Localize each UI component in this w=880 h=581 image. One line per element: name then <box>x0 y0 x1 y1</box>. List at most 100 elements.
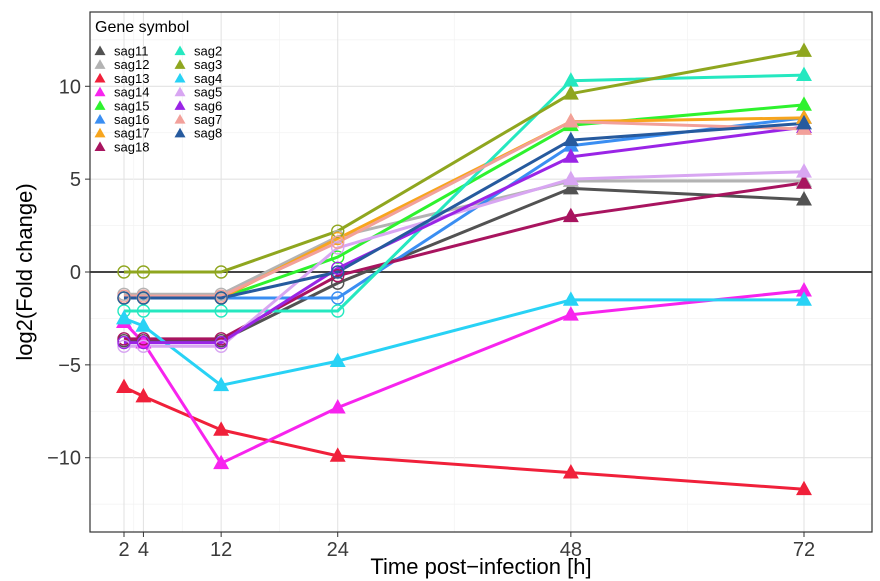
x-axis-title: Time post−infection [h] <box>370 554 591 579</box>
marker-sag4-4h <box>135 317 152 332</box>
marker-sag18-12h <box>214 332 228 346</box>
marker-sag8-4h <box>136 291 151 305</box>
series-line-sag18 <box>124 181 805 341</box>
marker-sag6-12h <box>214 335 228 350</box>
series-line-sag13 <box>123 385 805 491</box>
marker-sag3-24h <box>331 224 345 238</box>
marker-sag8-2h <box>117 291 131 305</box>
marker-sag5-72h <box>796 163 812 178</box>
marker-sag16-24h <box>331 291 345 305</box>
series-line-sag2 <box>124 73 805 313</box>
legend-swatch-sag16 <box>94 114 106 124</box>
marker-sag5-12h <box>214 339 228 353</box>
marker-sag8-12h <box>214 291 228 305</box>
legend-swatch-sag5 <box>174 86 186 97</box>
series-line-sag12 <box>124 179 804 296</box>
legend: Gene symbol sag11sag12sag13sag14sag15sag… <box>94 19 222 154</box>
legend-label-sag4: sag4 <box>194 71 222 86</box>
marker-sag13-4h <box>135 387 152 403</box>
marker-sag13-72h <box>796 480 812 496</box>
marker-sag4-48h <box>562 291 579 306</box>
legend-label-sag17: sag17 <box>114 126 149 141</box>
marker-sag14-24h <box>329 399 346 414</box>
marker-sag13-48h <box>562 464 579 479</box>
legend-label-sag15: sag15 <box>114 98 149 113</box>
marker-sag14-12h <box>213 454 230 470</box>
legend-swatch-sag7 <box>174 114 186 124</box>
marker-sag5-2h <box>117 339 131 353</box>
legend-label-sag13: sag13 <box>114 71 149 86</box>
x-tick-label: 24 <box>327 539 349 561</box>
series-line-sag8 <box>124 121 805 300</box>
marker-sag3-48h <box>562 85 579 100</box>
marker-sag14-48h <box>562 306 579 321</box>
marker-sag7-24h <box>331 235 345 249</box>
marker-sag11-24h <box>331 276 345 290</box>
marker-sag3-12h <box>214 265 228 279</box>
legend-swatch-sag12 <box>94 59 106 69</box>
legend-swatch-sag14 <box>94 86 106 97</box>
marker-sag2-12h <box>214 304 228 318</box>
series-lines <box>122 49 805 491</box>
legend-swatch-sag15 <box>94 100 106 110</box>
legend-label-sag3: sag3 <box>194 57 222 72</box>
series-line-sag3 <box>124 49 805 274</box>
marker-sag13-12h <box>213 421 230 436</box>
marker-sag3-72h <box>796 42 812 57</box>
legend-swatch-sag18 <box>94 141 106 152</box>
legend-label-sag12: sag12 <box>114 57 149 72</box>
y-axis-ticks: −10 −5 0 5 10 <box>47 76 90 470</box>
marker-sag18-72h <box>796 174 812 189</box>
marker-sag6-48h <box>562 148 579 163</box>
y-tick-label: 10 <box>59 76 81 98</box>
marker-sag18-4h <box>136 332 151 346</box>
legend-swatch-sag3 <box>174 59 186 69</box>
legend-title: Gene symbol <box>95 19 189 36</box>
legend-label-sag8: sag8 <box>194 126 222 141</box>
marker-sag17-24h <box>331 231 345 246</box>
marker-sag18-48h <box>562 207 579 223</box>
marker-sag3-2h <box>117 265 131 279</box>
legend-label-sag11: sag11 <box>114 44 148 59</box>
y-tick-label: −10 <box>47 448 81 470</box>
marker-sag2-4h <box>136 304 151 318</box>
marker-sag8-48h <box>562 131 579 147</box>
marker-sag8-72h <box>796 114 812 130</box>
legend-label-sag2: sag2 <box>194 44 222 59</box>
marker-sag7-48h <box>562 113 579 128</box>
legend-swatch-sag13 <box>94 72 106 83</box>
marker-sag3-4h <box>136 265 151 279</box>
marker-sag6-2h <box>117 335 131 350</box>
marker-sag6-4h <box>136 335 151 350</box>
series-line-sag14 <box>122 289 805 465</box>
legend-label-sag14: sag14 <box>114 85 149 100</box>
series-markers <box>116 42 812 496</box>
marker-sag5-24h <box>331 241 345 255</box>
marker-sag2-24h <box>331 304 345 318</box>
marker-sag18-2h <box>117 332 131 346</box>
marker-sag13-2h <box>116 378 132 394</box>
marker-sag15-72h <box>796 96 812 111</box>
marker-sag11-72h <box>796 191 812 206</box>
x-tick-label: 4 <box>138 539 149 561</box>
series-line-sag7 <box>124 120 805 298</box>
x-tick-label: 12 <box>210 539 232 561</box>
marker-sag4-12h <box>213 376 230 392</box>
x-tick-label: 2 <box>118 539 129 561</box>
marker-sag13-24h <box>329 447 346 462</box>
legend-label-sag16: sag16 <box>114 112 149 127</box>
x-tick-label: 72 <box>793 539 815 561</box>
legend-label-sag5: sag5 <box>194 85 222 100</box>
marker-sag4-72h <box>796 291 812 306</box>
marker-sag6-24h <box>331 261 345 275</box>
y-axis-title: log2(Fold change) <box>12 183 37 360</box>
marker-sag11-48h <box>562 179 579 195</box>
legend-label-sag18: sag18 <box>114 139 149 154</box>
legend-label-sag6: sag6 <box>194 98 222 113</box>
y-tick-label: −5 <box>58 355 81 377</box>
marker-sag5-4h <box>136 339 151 353</box>
legend-swatch-sag8 <box>174 127 186 138</box>
y-tick-label: 5 <box>70 169 81 191</box>
legend-swatch-sag11 <box>94 45 106 56</box>
